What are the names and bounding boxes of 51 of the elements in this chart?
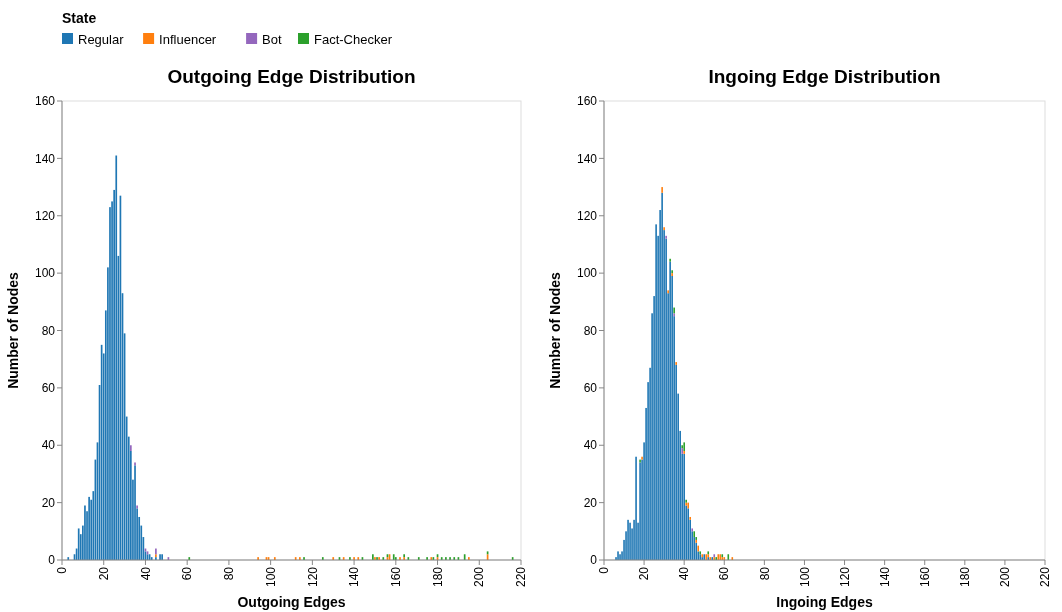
x-tick-label: 80 [757,566,772,581]
legend-label: Influencer [159,31,217,47]
x-tick-label: 160 [389,566,404,588]
x-tick-label: 220 [1038,566,1053,588]
y-tick-label: 60 [41,381,56,396]
x-tick-label: 100 [797,566,812,588]
x-tick-label: 220 [514,566,529,588]
x-tick-label: 140 [877,566,892,588]
x-tick-label: 0 [597,566,612,574]
x-tick-label: 40 [677,566,692,581]
x-tick-label: 120 [305,566,320,588]
x-tick-label: 0 [55,566,70,574]
x-tick-label: 200 [472,566,487,588]
x-tick-label: 40 [138,566,153,581]
y-tick-label: 80 [41,323,56,338]
y-tick-label: 20 [41,495,56,510]
y-tick-label: 160 [34,94,56,109]
x-tick-label: 60 [180,566,195,581]
legend-title: State [62,10,97,26]
legend-label: Regular [78,31,125,47]
x-tick-label: 180 [958,566,973,588]
y-tick-label: 40 [41,438,56,453]
y-tick-label: 80 [583,323,598,338]
y-tick-label: 140 [576,151,598,166]
legend-label: Fact-Checker [314,31,393,47]
x-tick-label: 120 [837,566,852,588]
chart-title: Outgoing Edge Distribution [167,66,416,87]
x-tick-label: 60 [717,566,732,581]
y-tick-label: 20 [583,495,598,510]
x-axis-title: Outgoing Edges [237,594,346,610]
x-tick-label: 20 [96,566,111,581]
y-tick-label: 120 [576,208,598,223]
y-tick-label: 140 [34,151,56,166]
x-tick-label: 80 [222,566,237,581]
y-axis-title: Number of Nodes [547,271,563,389]
x-tick-label: 140 [347,566,362,588]
x-tick-label: 100 [263,566,278,588]
y-axis-title: Number of Nodes [5,271,21,389]
chart-title: Ingoing Edge Distribution [708,66,941,87]
y-tick-label: 40 [583,438,598,453]
y-tick-label: 120 [34,208,56,223]
y-tick-label: 60 [583,381,598,396]
y-tick-label: 160 [576,94,598,109]
x-tick-label: 180 [430,566,445,588]
y-tick-label: 100 [34,266,56,281]
x-tick-label: 20 [637,566,652,581]
y-tick-label: 100 [576,266,598,281]
x-tick-label: 200 [998,566,1013,588]
legend-label: Bot [262,31,282,47]
x-axis-title: Ingoing Edges [776,594,873,610]
x-tick-label: 160 [917,566,932,588]
